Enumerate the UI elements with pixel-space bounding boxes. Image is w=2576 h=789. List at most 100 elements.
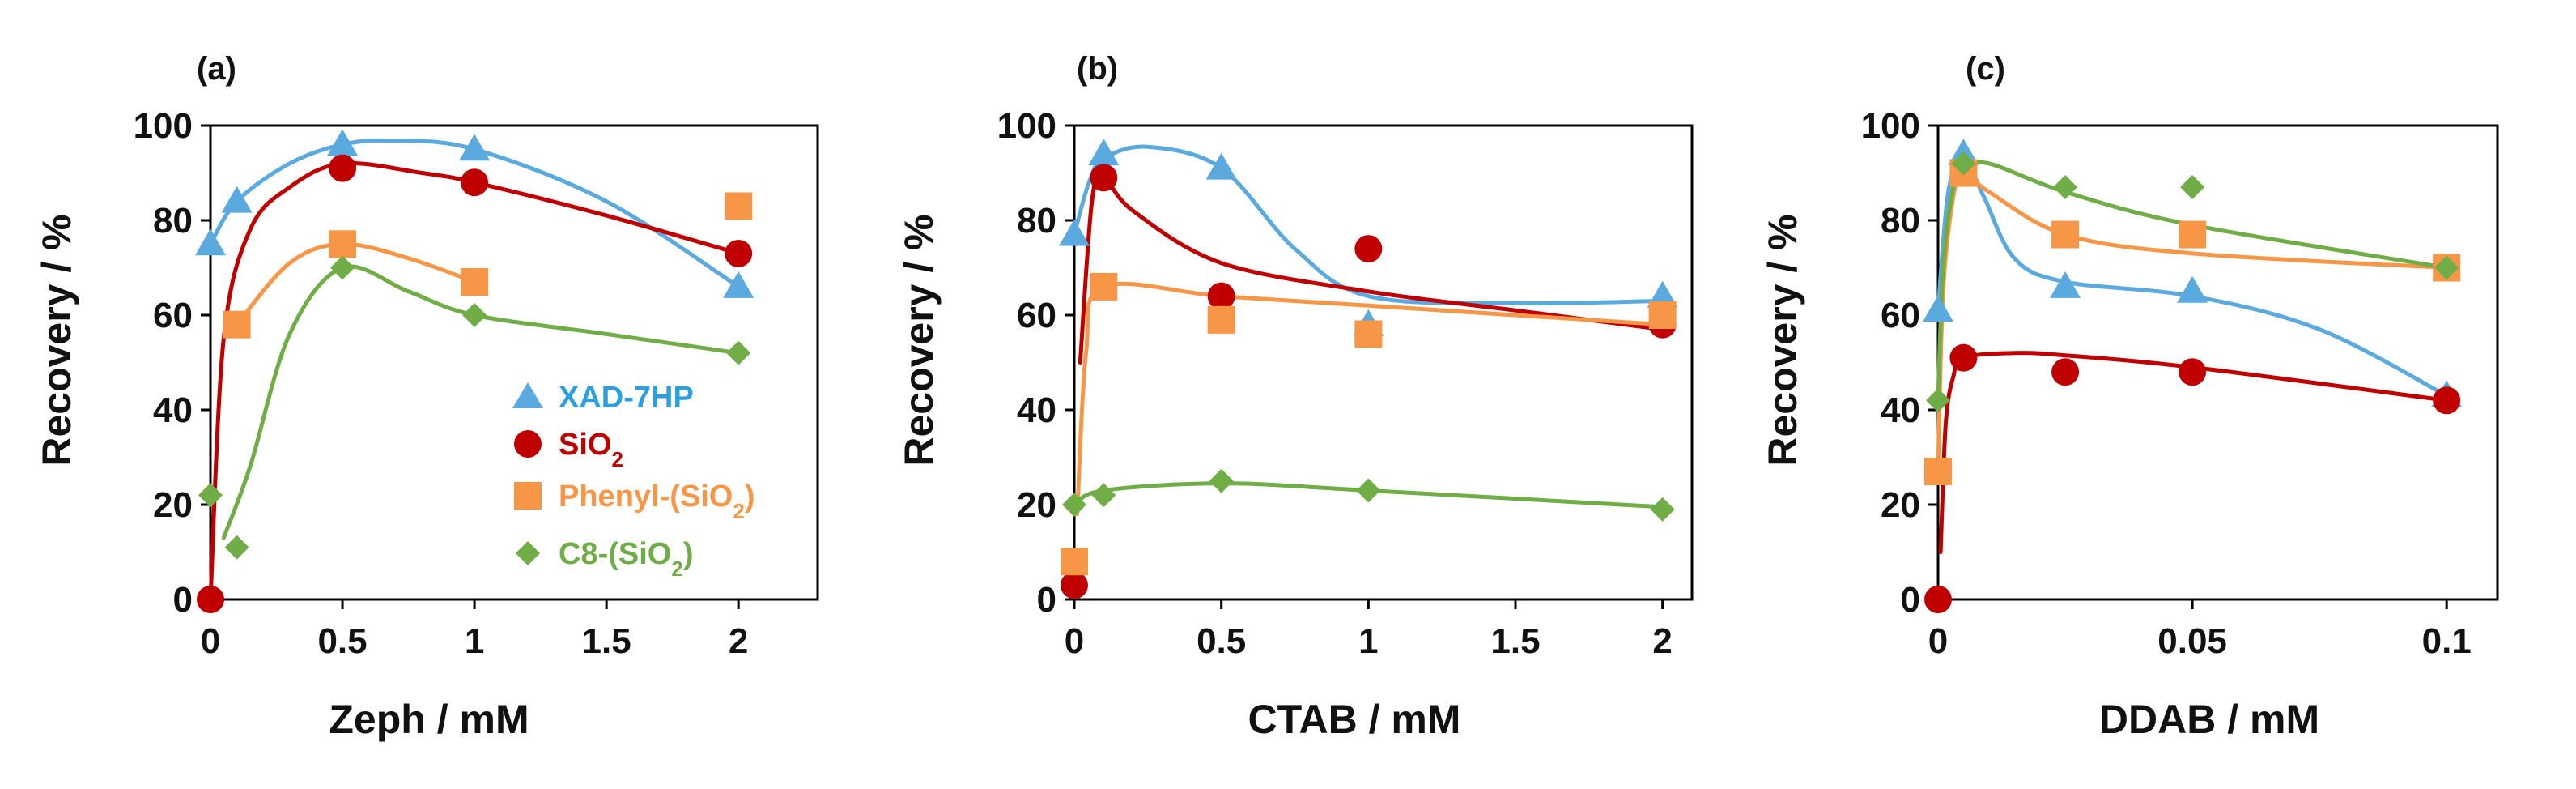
x-axis-title-b: CTAB / mM [1248,697,1461,742]
data-point-xad-7hp [221,186,253,213]
x-axis-title-c: DDAB / mM [2099,697,2319,742]
data-point-c8-sio2 [1062,493,1086,517]
data-point-phenyl-sio2 [725,192,753,220]
data-point-c8-sio2 [726,340,751,365]
x-axis-title-a: Zeph / mM [329,697,529,742]
legend-label-xad-7hp: XAD-7HP [559,381,694,415]
data-point-xad-7hp [2177,275,2208,303]
data-point-c8-sio2 [1356,478,1381,503]
x-tick-label: 0.5 [317,621,367,661]
y-tick-label: 40 [1017,390,1056,430]
x-tick-label: 1 [1358,621,1378,661]
y-tick-label: 60 [1017,296,1056,335]
y-tick-label: 100 [134,106,193,146]
data-point-sio2 [197,586,224,613]
legend-item-xad-7hp: XAD-7HP [512,381,694,415]
x-tick-label: 0.05 [2157,621,2227,661]
x-tick-label: 0 [1928,621,1948,661]
panel-label-c: (c) [1966,51,2005,87]
data-point-sio2 [461,168,489,197]
legend-label-c8-sio2: C8-(SiO2) [559,537,693,581]
data-point-phenyl-sio2 [223,310,251,339]
fit-curve-sio2 [1078,174,1665,365]
y-tick-label: 100 [1861,106,1920,146]
data-point-phenyl-sio2 [1648,301,1677,329]
legend-circle-marker [514,430,542,458]
y-tick-label: 0 [1901,580,1920,620]
data-point-xad-7hp [1923,295,1953,322]
data-point-c8-sio2 [198,483,223,508]
y-tick-label: 80 [1017,201,1056,241]
data-point-phenyl-sio2 [461,268,489,296]
fit-curve-c8-sio2 [1936,160,2449,403]
data-point-xad-7hp [1088,139,1120,166]
data-point-sio2 [1061,571,1088,599]
x-tick-label: 1.5 [582,621,631,661]
data-point-sio2 [2051,358,2080,386]
y-tick-label: 40 [1881,390,1920,430]
data-point-phenyl-sio2 [1090,272,1118,301]
data-point-phenyl-sio2 [2179,220,2207,249]
y-tick-label: 20 [1017,485,1056,525]
data-point-sio2 [1949,343,1978,372]
y-axis-title-c: Recovery / % [1760,214,1805,466]
x-tick-label: 2 [729,621,748,661]
data-point-phenyl-sio2 [1354,320,1383,348]
y-tick-label: 80 [1881,201,1920,241]
data-point-xad-7hp [327,129,359,156]
data-point-sio2 [725,239,753,267]
legend-item-c8-sio2: C8-(SiO2) [516,537,693,581]
legend-square-marker [514,482,542,510]
x-tick-label: 0 [1065,621,1084,661]
legend-triangle-marker [512,382,543,408]
y-axis-title-b: Recovery / % [896,214,942,466]
x-tick-label: 1.5 [1490,621,1540,661]
x-tick-label: 0.5 [1197,621,1246,661]
data-point-phenyl-sio2 [1207,305,1235,334]
fit-curve-sio2 [1938,351,2449,554]
legend-label-sio2: SiO2 [559,428,623,471]
data-point-c8-sio2 [2053,175,2078,200]
plot-frame [1936,124,2499,601]
chart-panel-a: (a) Zeph / mM Recovery / % XAD-7HP SiO2 … [34,51,819,742]
data-point-sio2 [1354,235,1383,263]
data-point-sio2 [329,154,357,182]
data-point-c8-sio2 [1926,388,1950,413]
x-tick-label: 0 [201,621,220,661]
x-tick-label: 1 [465,621,484,661]
data-point-c8-sio2 [2434,255,2459,280]
data-point-sio2 [1924,586,1952,613]
data-point-xad-7hp [1059,219,1090,246]
x-tick-label: 2 [1652,621,1672,661]
data-point-c8-sio2 [1091,483,1116,508]
data-point-sio2 [2433,386,2461,415]
data-point-xad-7hp [1205,152,1237,180]
data-point-xad-7hp [1647,280,1678,308]
data-point-sio2 [1090,164,1118,192]
data-point-c8-sio2 [1209,468,1234,493]
data-point-phenyl-sio2 [1924,458,1952,486]
y-tick-label: 40 [153,390,193,430]
legend-item-phenyl-sio2: Phenyl-(SiO2) [514,480,755,523]
chart-panel-b: (b) CTAB / mM Recovery / % 0204060801000… [896,51,1694,742]
data-point-phenyl-sio2 [329,230,357,258]
data-point-c8-sio2 [330,255,355,280]
y-tick-label: 60 [1881,296,1920,335]
legend-diamond-marker [516,541,540,565]
data-point-c8-sio2 [1951,151,1976,176]
data-point-sio2 [2179,358,2207,386]
legend-item-sio2: SiO2 [514,428,623,471]
data-point-phenyl-sio2 [1061,548,1088,576]
legend-label-phenyl-sio2: Phenyl-(SiO2) [559,480,755,523]
data-point-c8-sio2 [2180,175,2205,200]
data-point-c8-sio2 [224,535,249,560]
data-point-phenyl-sio2 [2051,220,2080,249]
data-point-c8-sio2 [462,303,487,327]
fit-curve-phenyl-sio2 [1075,281,1665,517]
fit-curve-xad-7hp [208,138,741,289]
data-point-c8-sio2 [1650,497,1675,522]
data-point-xad-7hp [195,228,226,256]
data-point-xad-7hp [723,271,755,298]
panel-label-a: (a) [197,51,236,87]
